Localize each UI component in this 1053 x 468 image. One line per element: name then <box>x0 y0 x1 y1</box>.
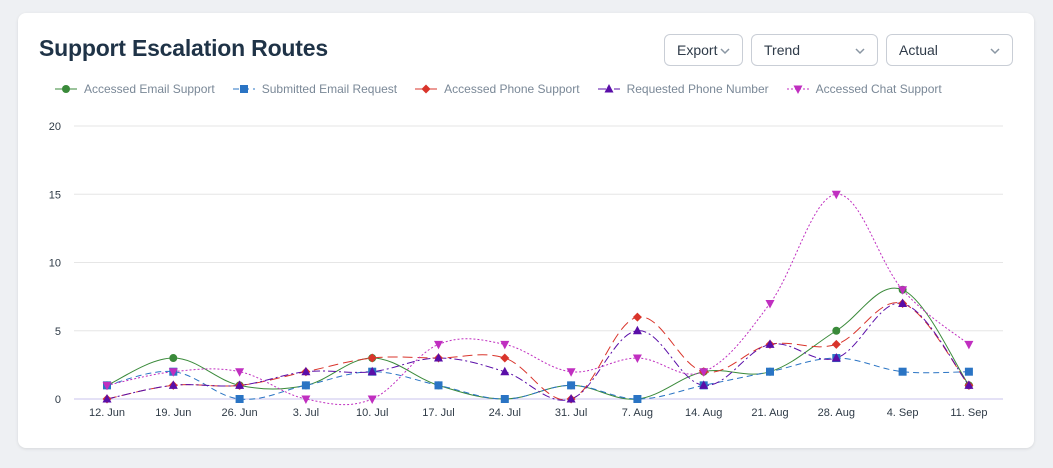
data-point-4 <box>301 366 311 376</box>
data-point-2 <box>567 381 576 390</box>
legend-marker <box>421 84 431 94</box>
x-tick-label: 28. Aug <box>818 407 855 419</box>
x-tick-label: 10. Jul <box>356 407 388 419</box>
legend-marker <box>62 85 70 93</box>
legend-symbol <box>415 84 438 94</box>
data-point-1 <box>832 326 841 335</box>
data-point-4 <box>168 380 178 389</box>
data-point-4 <box>500 366 510 376</box>
legend-label: Accessed Chat Support <box>815 82 942 96</box>
data-point-4 <box>831 353 841 362</box>
y-tick-label: 10 <box>49 258 61 270</box>
x-tick-label: 21. Aug <box>751 407 788 419</box>
y-tick-label: 15 <box>49 189 61 201</box>
x-tick-label: 4. Sep <box>887 407 919 419</box>
x-tick-label: 12. Jun <box>89 407 125 419</box>
data-point-3 <box>367 353 377 363</box>
legend-symbol <box>786 85 809 94</box>
data-point-5 <box>765 299 775 309</box>
data-point-5 <box>632 354 642 364</box>
data-point-3 <box>831 339 841 349</box>
x-tick-label: 31. Jul <box>555 407 587 419</box>
data-point-5 <box>964 340 974 350</box>
legend-marker <box>604 84 614 93</box>
chevron-down-icon <box>990 48 1000 55</box>
data-point-3 <box>632 312 642 322</box>
legend-item[interactable]: Submitted Email Request <box>232 82 397 96</box>
export-button[interactable]: Export <box>664 34 743 66</box>
data-point-4 <box>235 380 245 389</box>
page-title: Support Escalation Routes <box>39 35 328 61</box>
data-point-2 <box>964 367 973 376</box>
data-point-5 <box>898 286 908 295</box>
data-point-1 <box>169 354 178 363</box>
legend-item[interactable]: Accessed Phone Support <box>414 82 580 96</box>
legend-label: Accessed Phone Support <box>444 82 580 96</box>
data-point-4 <box>632 325 642 335</box>
legend-marker <box>793 85 803 94</box>
data-point-2 <box>235 395 244 403</box>
data-point-2 <box>766 367 774 376</box>
actual-select[interactable]: Actual <box>886 34 1013 66</box>
legend-label: Submitted Email Request <box>261 82 398 96</box>
legend-symbol <box>597 84 620 93</box>
data-point-4 <box>566 394 576 403</box>
line-chart: 0 5 10 15 20 12. Jun 19. Jun 26. Jun 3. Jul 10. J… <box>49 121 1003 419</box>
x-tick-label: 3. Jul <box>293 407 319 419</box>
data-point-5 <box>102 381 112 391</box>
x-tick-label: 26. Jun <box>222 407 258 419</box>
legend-label: Requested Phone Number <box>626 82 769 96</box>
y-tick-label: 5 <box>55 326 61 338</box>
data-point-5 <box>168 368 178 377</box>
legend-symbol <box>55 85 77 93</box>
chevron-down-icon <box>720 48 730 55</box>
x-tick-label: 14. Aug <box>685 407 722 419</box>
data-point-5 <box>566 368 576 377</box>
data-point-5 <box>434 340 443 350</box>
data-point-5 <box>699 368 709 377</box>
data-point-4 <box>765 339 775 348</box>
data-point-4 <box>898 298 908 307</box>
data-point-2 <box>301 381 310 390</box>
series-line-2 <box>106 357 969 400</box>
legend-label: Accessed Email Support <box>84 82 215 96</box>
data-point-4 <box>102 394 112 403</box>
data-point-5 <box>831 190 841 200</box>
legend-marker <box>239 85 248 93</box>
data-point-4 <box>434 353 443 362</box>
series-line-5 <box>106 193 970 406</box>
x-tick-label: 19. Jun <box>155 407 191 419</box>
x-tick-label: 17. Jul <box>422 407 454 419</box>
data-point-2 <box>434 381 443 390</box>
legend-item[interactable]: Accessed Chat Support <box>786 82 942 96</box>
data-point-2 <box>500 395 509 403</box>
data-point-2 <box>633 395 642 403</box>
data-point-4 <box>964 380 974 389</box>
chevron-down-icon <box>855 48 865 55</box>
data-point-5 <box>367 395 377 404</box>
y-tick-label: 0 <box>55 394 61 406</box>
legend-item[interactable]: Requested Phone Number <box>597 82 769 96</box>
trend-label: Trend <box>764 42 801 58</box>
x-tick-label: 24. Jul <box>489 407 521 419</box>
legend-item[interactable]: Accessed Email Support <box>54 82 215 96</box>
data-point-5 <box>235 368 245 377</box>
actual-label: Actual <box>899 42 938 58</box>
data-point-4 <box>699 380 709 389</box>
data-point-2 <box>898 367 907 376</box>
trend-select[interactable]: Trend <box>751 34 878 66</box>
data-point-4 <box>367 366 377 376</box>
legend-symbol <box>232 85 255 93</box>
x-tick-label: 11. Sep <box>950 407 987 419</box>
export-label: Export <box>677 42 718 58</box>
chart-card: Support Escalation Routes Export Trend A… <box>18 13 1034 448</box>
data-point-5 <box>301 395 311 404</box>
data-point-5 <box>500 340 510 350</box>
data-point-3 <box>500 353 510 363</box>
chart-legend: Accessed Email Support Submitted Email Re… <box>54 82 959 96</box>
y-tick-label: 20 <box>49 121 61 133</box>
x-tick-label: 7. Aug <box>622 407 653 419</box>
